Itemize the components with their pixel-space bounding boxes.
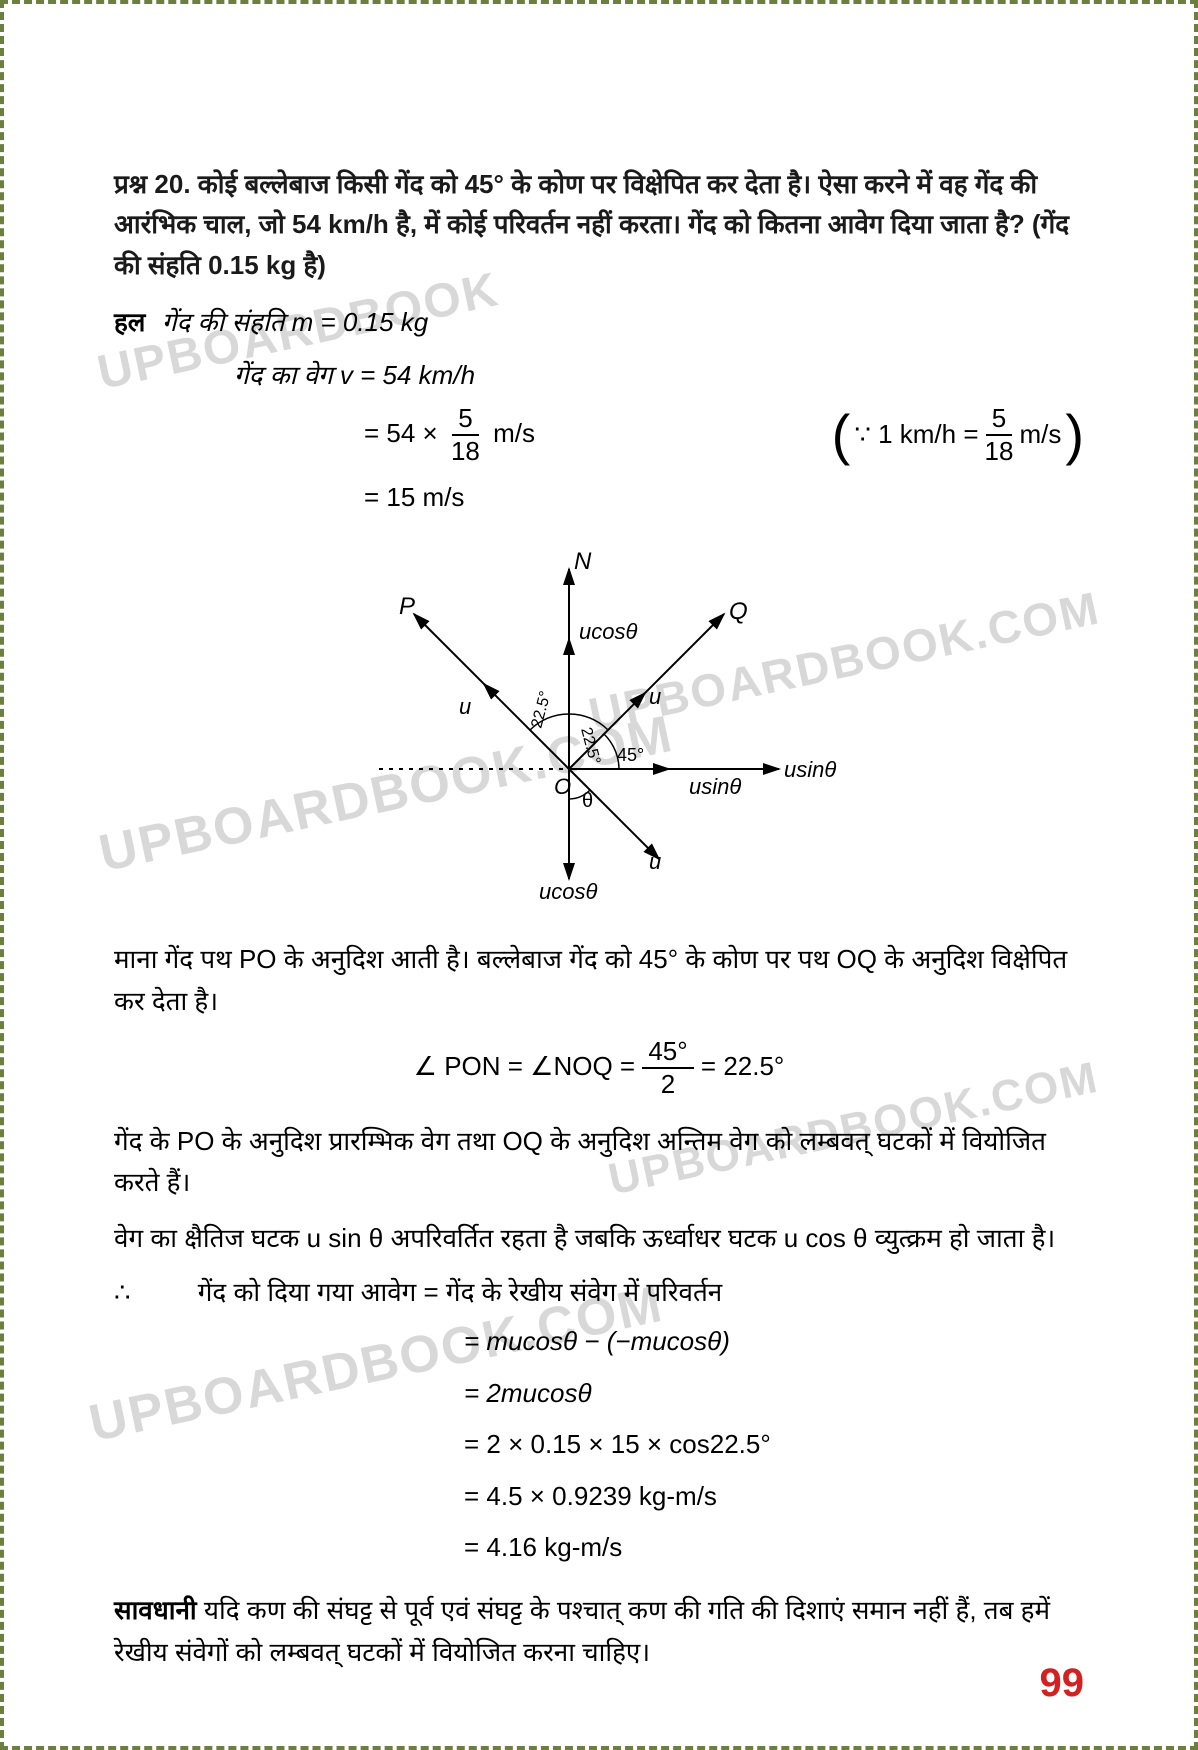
conversion-row: = 54 × 5 18 m/s ∵ 1 km/h = 5 18 m/s bbox=[114, 402, 1084, 467]
conv-unit: m/s bbox=[493, 418, 535, 448]
eq-left: ∠ PON = ∠NOQ = bbox=[414, 1051, 643, 1081]
label-usin1: usinθ bbox=[784, 757, 836, 782]
label-Q: Q bbox=[729, 598, 748, 625]
frac-num: 5 bbox=[452, 403, 478, 436]
question-number: प्रश्न 20. bbox=[114, 169, 191, 199]
angle-equation: ∠ PON = ∠NOQ = 45° 2 = 22.5° bbox=[114, 1036, 1084, 1100]
conversion-hint: ∵ 1 km/h = 5 18 m/s bbox=[832, 402, 1084, 467]
solution-label: हल bbox=[114, 307, 145, 337]
label-theta: θ bbox=[582, 790, 593, 812]
hint-unit: m/s bbox=[1019, 419, 1061, 450]
mass-value: गेंद की संहति m = 0.15 kg bbox=[162, 307, 428, 337]
label-u1: u bbox=[459, 694, 471, 719]
hint-frac: 5 18 bbox=[979, 403, 1020, 467]
label-usin2: usinθ bbox=[689, 774, 741, 799]
calc-l1: = mucosθ − (−mucosθ) bbox=[464, 1317, 1084, 1366]
eq-den: 2 bbox=[655, 1069, 681, 1100]
result-15: = 15 m/s bbox=[364, 477, 1084, 519]
page-content: प्रश्न 20. कोई बल्लेबाज किसी गेंद को 45°… bbox=[4, 4, 1194, 1734]
label-O: O bbox=[554, 774, 571, 799]
label-22a: 22.5° bbox=[528, 689, 554, 730]
caution-label: सावधानी bbox=[114, 1595, 197, 1625]
label-22b: 22.5° bbox=[577, 726, 603, 767]
calc-l3: = 2 × 0.15 × 15 × cos22.5° bbox=[464, 1420, 1084, 1469]
label-P: P bbox=[399, 593, 415, 620]
vector-diagram: N P Q O u u u ucosθ ucosθ usinθ usinθ 22… bbox=[319, 549, 879, 909]
fraction-5-18: 5 18 bbox=[445, 403, 486, 467]
question-text: प्रश्न 20. कोई बल्लेबाज किसी गेंद को 45°… bbox=[114, 164, 1084, 285]
label-45: 45° bbox=[617, 745, 644, 765]
para-2: गेंद के PO के अनुदिश प्रारम्भिक वेग तथा … bbox=[114, 1121, 1084, 1204]
label-u2: u bbox=[649, 684, 661, 709]
para-1: माना गेंद पथ PO के अनुदिश आती है। बल्लेब… bbox=[114, 939, 1084, 1022]
calc-l4: = 4.5 × 0.9239 kg-m/s bbox=[464, 1472, 1084, 1521]
eq-frac: 45° 2 bbox=[642, 1036, 693, 1100]
calc-l5: = 4.16 kg-m/s bbox=[464, 1523, 1084, 1572]
therefore-statement: ∴ गेंद को दिया गया आवेग = गेंद के रेखीय … bbox=[114, 1273, 1084, 1309]
label-ucos1: ucosθ bbox=[579, 619, 637, 644]
eq-right: = 22.5° bbox=[701, 1051, 784, 1081]
hint-num: 5 bbox=[986, 403, 1012, 436]
hint-den: 18 bbox=[979, 436, 1020, 467]
question-body: कोई बल्लेबाज किसी गेंद को 45° के कोण पर … bbox=[114, 169, 1069, 280]
calc-l2: = 2mucosθ bbox=[464, 1369, 1084, 1418]
hint-prefix: ∵ 1 km/h = bbox=[854, 419, 978, 450]
label-N: N bbox=[574, 549, 592, 575]
velocity-line: गेंद का वेग v = 54 km/h bbox=[234, 355, 1084, 397]
label-u3: u bbox=[649, 849, 661, 874]
label-ucos2: ucosθ bbox=[539, 879, 597, 904]
frac-den: 18 bbox=[445, 436, 486, 467]
eq-num: 45° bbox=[642, 1036, 693, 1069]
caution-text: यदि कण की संघट्ट से पूर्व एवं संघट्ट के … bbox=[114, 1595, 1050, 1667]
conversion-left: = 54 × 5 18 m/s bbox=[364, 403, 535, 467]
calculation-block: = mucosθ − (−mucosθ) = 2mucosθ = 2 × 0.1… bbox=[464, 1317, 1084, 1572]
solution-line-mass: हल गेंद की संहति m = 0.15 kg bbox=[114, 303, 1084, 339]
page-number: 99 bbox=[1040, 1661, 1085, 1706]
therefore-symbol: ∴ bbox=[114, 1277, 131, 1307]
caution-note: सावधानी यदि कण की संघट्ट से पूर्व एवं सं… bbox=[114, 1590, 1084, 1673]
conv-prefix: = 54 × bbox=[364, 418, 445, 448]
therefore-text: गेंद को दिया गया आवेग = गेंद के रेखीय सं… bbox=[198, 1277, 722, 1307]
para-3: वेग का क्षैतिज घटक u sin θ अपरिवर्तित रह… bbox=[114, 1218, 1084, 1260]
